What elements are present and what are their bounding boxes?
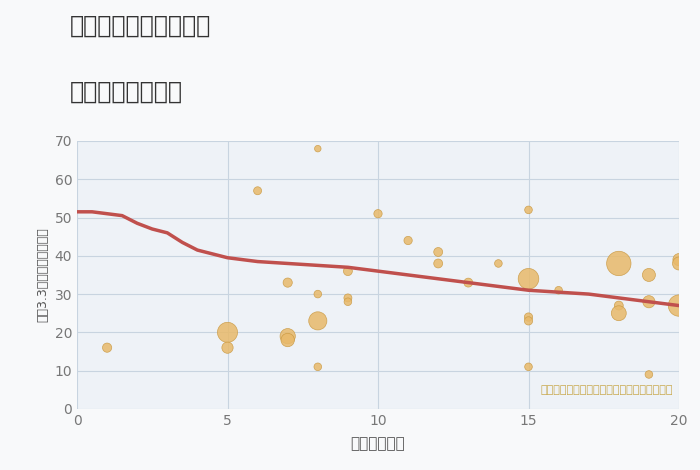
- Text: 駅距離別土地価格: 駅距離別土地価格: [70, 80, 183, 104]
- Point: [312, 317, 323, 325]
- Point: [312, 363, 323, 370]
- Point: [553, 287, 564, 294]
- Point: [282, 332, 293, 340]
- Point: [282, 336, 293, 344]
- Y-axis label: 坪（3.3㎡）単価（万円）: 坪（3.3㎡）単価（万円）: [36, 227, 49, 322]
- Point: [643, 271, 655, 279]
- Point: [613, 302, 624, 309]
- Point: [493, 260, 504, 267]
- Point: [252, 187, 263, 195]
- Point: [643, 371, 655, 378]
- Point: [523, 206, 534, 214]
- Point: [523, 313, 534, 321]
- Point: [673, 302, 685, 309]
- Text: 奈良県奈良市学園北の: 奈良県奈良市学園北の: [70, 14, 211, 38]
- X-axis label: 駅距離（分）: 駅距離（分）: [351, 436, 405, 451]
- Point: [673, 260, 685, 267]
- Point: [613, 309, 624, 317]
- Point: [402, 237, 414, 244]
- Point: [312, 290, 323, 298]
- Point: [312, 145, 323, 152]
- Point: [613, 260, 624, 267]
- Point: [342, 298, 354, 306]
- Point: [222, 344, 233, 352]
- Point: [673, 256, 685, 263]
- Point: [523, 317, 534, 325]
- Point: [372, 210, 384, 218]
- Point: [342, 267, 354, 275]
- Point: [102, 344, 113, 352]
- Point: [282, 279, 293, 286]
- Point: [342, 294, 354, 302]
- Point: [643, 298, 655, 306]
- Point: [433, 248, 444, 256]
- Point: [433, 260, 444, 267]
- Text: 円の大きさは、取引のあった物件面積を示す: 円の大きさは、取引のあった物件面積を示す: [540, 385, 673, 396]
- Point: [222, 329, 233, 336]
- Point: [523, 363, 534, 370]
- Point: [523, 275, 534, 282]
- Point: [463, 279, 474, 286]
